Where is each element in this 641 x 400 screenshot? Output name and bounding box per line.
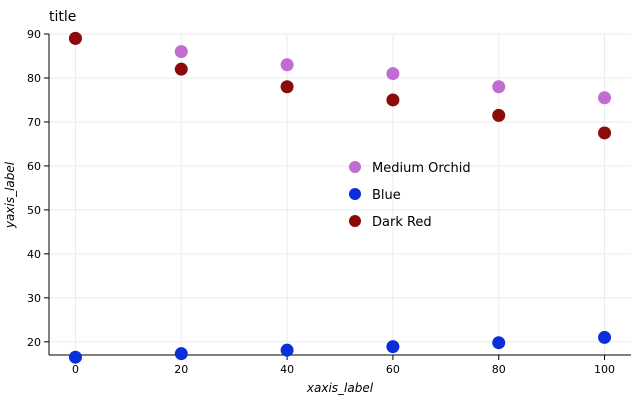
legend: Medium Orchid Blue Dark Red [349,161,471,230]
x-tick-label-80: 80 [492,363,506,376]
point-medium-orchid-1 [174,45,188,59]
point-blue-2 [280,343,294,357]
point-dark-red-5 [598,126,612,140]
y-tick-label-40: 40 [27,248,41,261]
point-blue-5 [598,330,612,344]
y-tick-label-80: 80 [27,72,41,85]
legend-marker-blue [349,188,361,200]
point-blue-1 [174,347,188,361]
plot-background [49,34,631,355]
y-tick-label-70: 70 [27,116,41,129]
point-medium-orchid-4 [492,80,506,94]
x-axis-title: xaxis_label [306,381,374,395]
point-blue-0 [68,350,82,364]
x-tick-label-0: 0 [72,363,79,376]
chart-title: title [49,9,76,25]
point-medium-orchid-2 [280,58,294,72]
x-tick-label-60: 60 [386,363,400,376]
legend-label-blue: Blue [372,188,401,203]
y-tick-label-30: 30 [27,292,41,305]
y-tick-label-90: 90 [27,28,41,41]
x-tick-label-100: 100 [594,363,615,376]
ticks: 20 30 40 50 60 70 80 90 0 20 40 60 80 100 [27,28,615,376]
x-tick-label-20: 20 [174,363,188,376]
point-dark-red-4 [492,108,506,122]
y-tick-label-20: 20 [27,336,41,349]
data-points [68,31,612,364]
point-blue-4 [492,336,506,350]
legend-marker-dark-red [349,215,361,227]
y-axis-title: yaxis_label [3,161,17,229]
point-dark-red-0 [68,31,82,45]
legend-marker-medium-orchid [349,161,361,173]
legend-label-dark-red: Dark Red [372,215,432,230]
x-tick-label-40: 40 [280,363,294,376]
y-tick-label-50: 50 [27,204,41,217]
y-tick-label-60: 60 [27,160,41,173]
point-dark-red-3 [386,93,400,107]
point-dark-red-1 [174,62,188,76]
point-medium-orchid-5 [598,91,612,105]
point-medium-orchid-3 [386,67,400,81]
legend-label-medium-orchid: Medium Orchid [372,161,471,176]
point-blue-3 [386,340,400,354]
point-dark-red-2 [280,80,294,94]
